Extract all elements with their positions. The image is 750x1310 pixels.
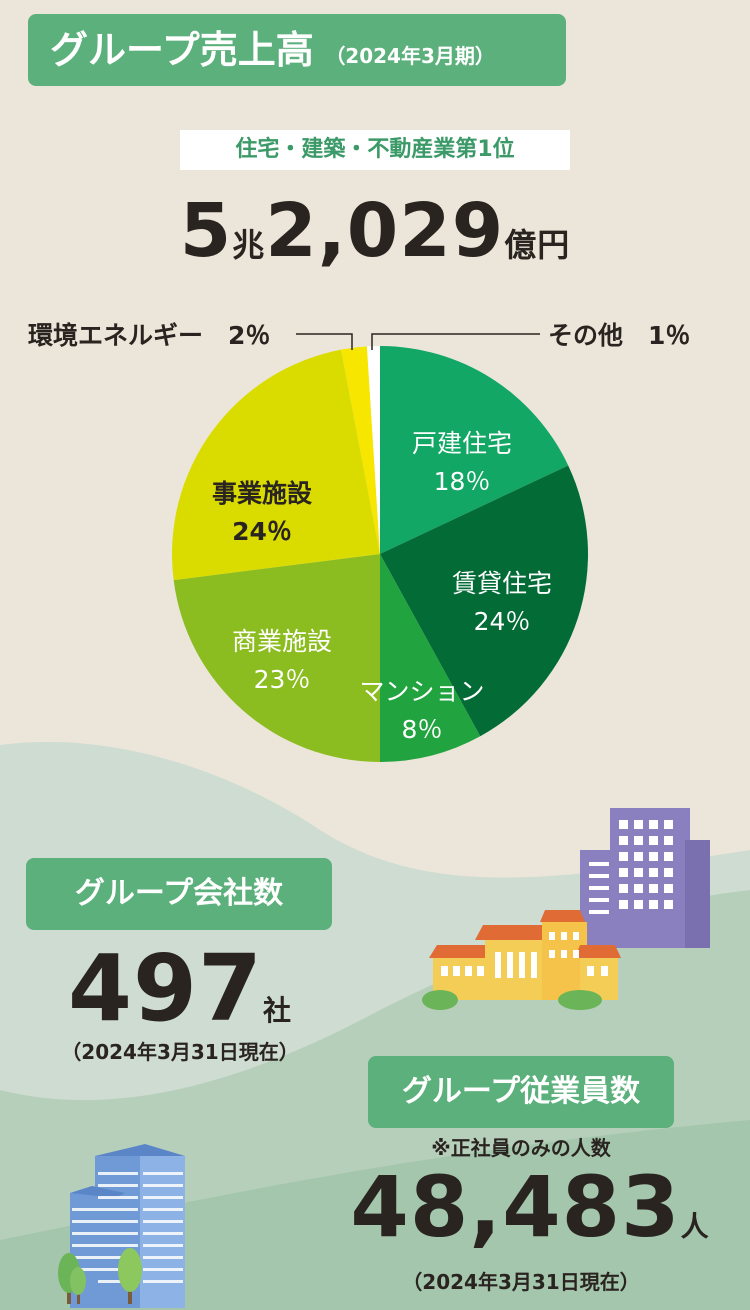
- sales-title: グループ売上高: [50, 28, 314, 72]
- pie-label-detached-housing: 戸建住宅: [412, 429, 512, 458]
- callout-other-label: その他 1％: [548, 321, 691, 350]
- pie-value-condominiums: 8％: [402, 715, 443, 744]
- companies-label-text: グループ会社数: [74, 876, 284, 911]
- sales-unit-oku: 億円: [504, 226, 571, 264]
- pie-slice-condominiums: [380, 554, 481, 762]
- companies-value: 497: [67, 935, 264, 1042]
- pie-value-detached-housing: 18％: [434, 467, 491, 496]
- pie-value-rental-housing: 24％: [474, 607, 531, 636]
- sales-unit-cho: 兆: [232, 226, 266, 264]
- pie-value-commercial-facilities: 23％: [254, 665, 311, 694]
- sales-value-cho: 5: [179, 188, 233, 274]
- pie-label-condominiums: マンション: [359, 677, 484, 706]
- companies-note: （2024年3月31日現在）: [61, 1040, 299, 1064]
- employees-count: 48,483人: [330, 1158, 730, 1256]
- callout-line-env: [296, 333, 353, 350]
- buildings-illustration: [422, 808, 710, 1010]
- employees-note: （2024年3月31日現在）: [402, 1270, 640, 1294]
- pie-slice-environmental-energy: [341, 346, 380, 554]
- pie-label-business-facilities: 事業施設: [212, 479, 313, 508]
- office-towers-illustration: [58, 1144, 185, 1308]
- pie-slice-business-facilities: [171, 349, 380, 581]
- employees-sub: ※正社員のみの人数: [431, 1136, 611, 1160]
- pie-slice-other: [366, 346, 380, 554]
- employees-label: グループ従業員数: [368, 1056, 674, 1128]
- pie-label-rental-housing: 賃貸住宅: [452, 569, 552, 598]
- sales-total: 5兆2,029億円: [0, 188, 750, 274]
- pie-slice-rental-housing: [380, 465, 588, 737]
- sales-period: （2024年3月期）: [325, 44, 495, 68]
- callout-line-other: [371, 333, 540, 350]
- employees-label-text: グループ従業員数: [401, 1074, 641, 1109]
- companies-unit: 社: [263, 994, 293, 1027]
- rank-badge-text: 住宅・建築・不動産業第1位: [235, 137, 515, 162]
- pie-label-commercial-facilities: 商業施設: [232, 627, 332, 656]
- sales-pie-chart: 戸建住宅 18％ 賃貸住宅 24％ マンション 8％ 商業施設 23％ 事業施設 24％: [171, 333, 588, 762]
- callout-env-label: 環境エネルギー 2％: [28, 321, 271, 350]
- pie-value-business-facilities: 24％: [232, 517, 292, 546]
- employees-unit: 人: [680, 1210, 710, 1243]
- rank-badge: 住宅・建築・不動産業第1位: [180, 130, 570, 170]
- companies-label: グループ会社数: [26, 858, 332, 930]
- sales-header: グループ売上高 （2024年3月期）: [28, 14, 566, 86]
- companies-count: 497社: [0, 935, 360, 1042]
- pie-slice-commercial-facilities: [173, 554, 380, 762]
- sales-value-oku: 2,029: [265, 188, 505, 274]
- employees-value: 48,483: [350, 1158, 681, 1256]
- pie-slice-detached-housing: [380, 346, 569, 554]
